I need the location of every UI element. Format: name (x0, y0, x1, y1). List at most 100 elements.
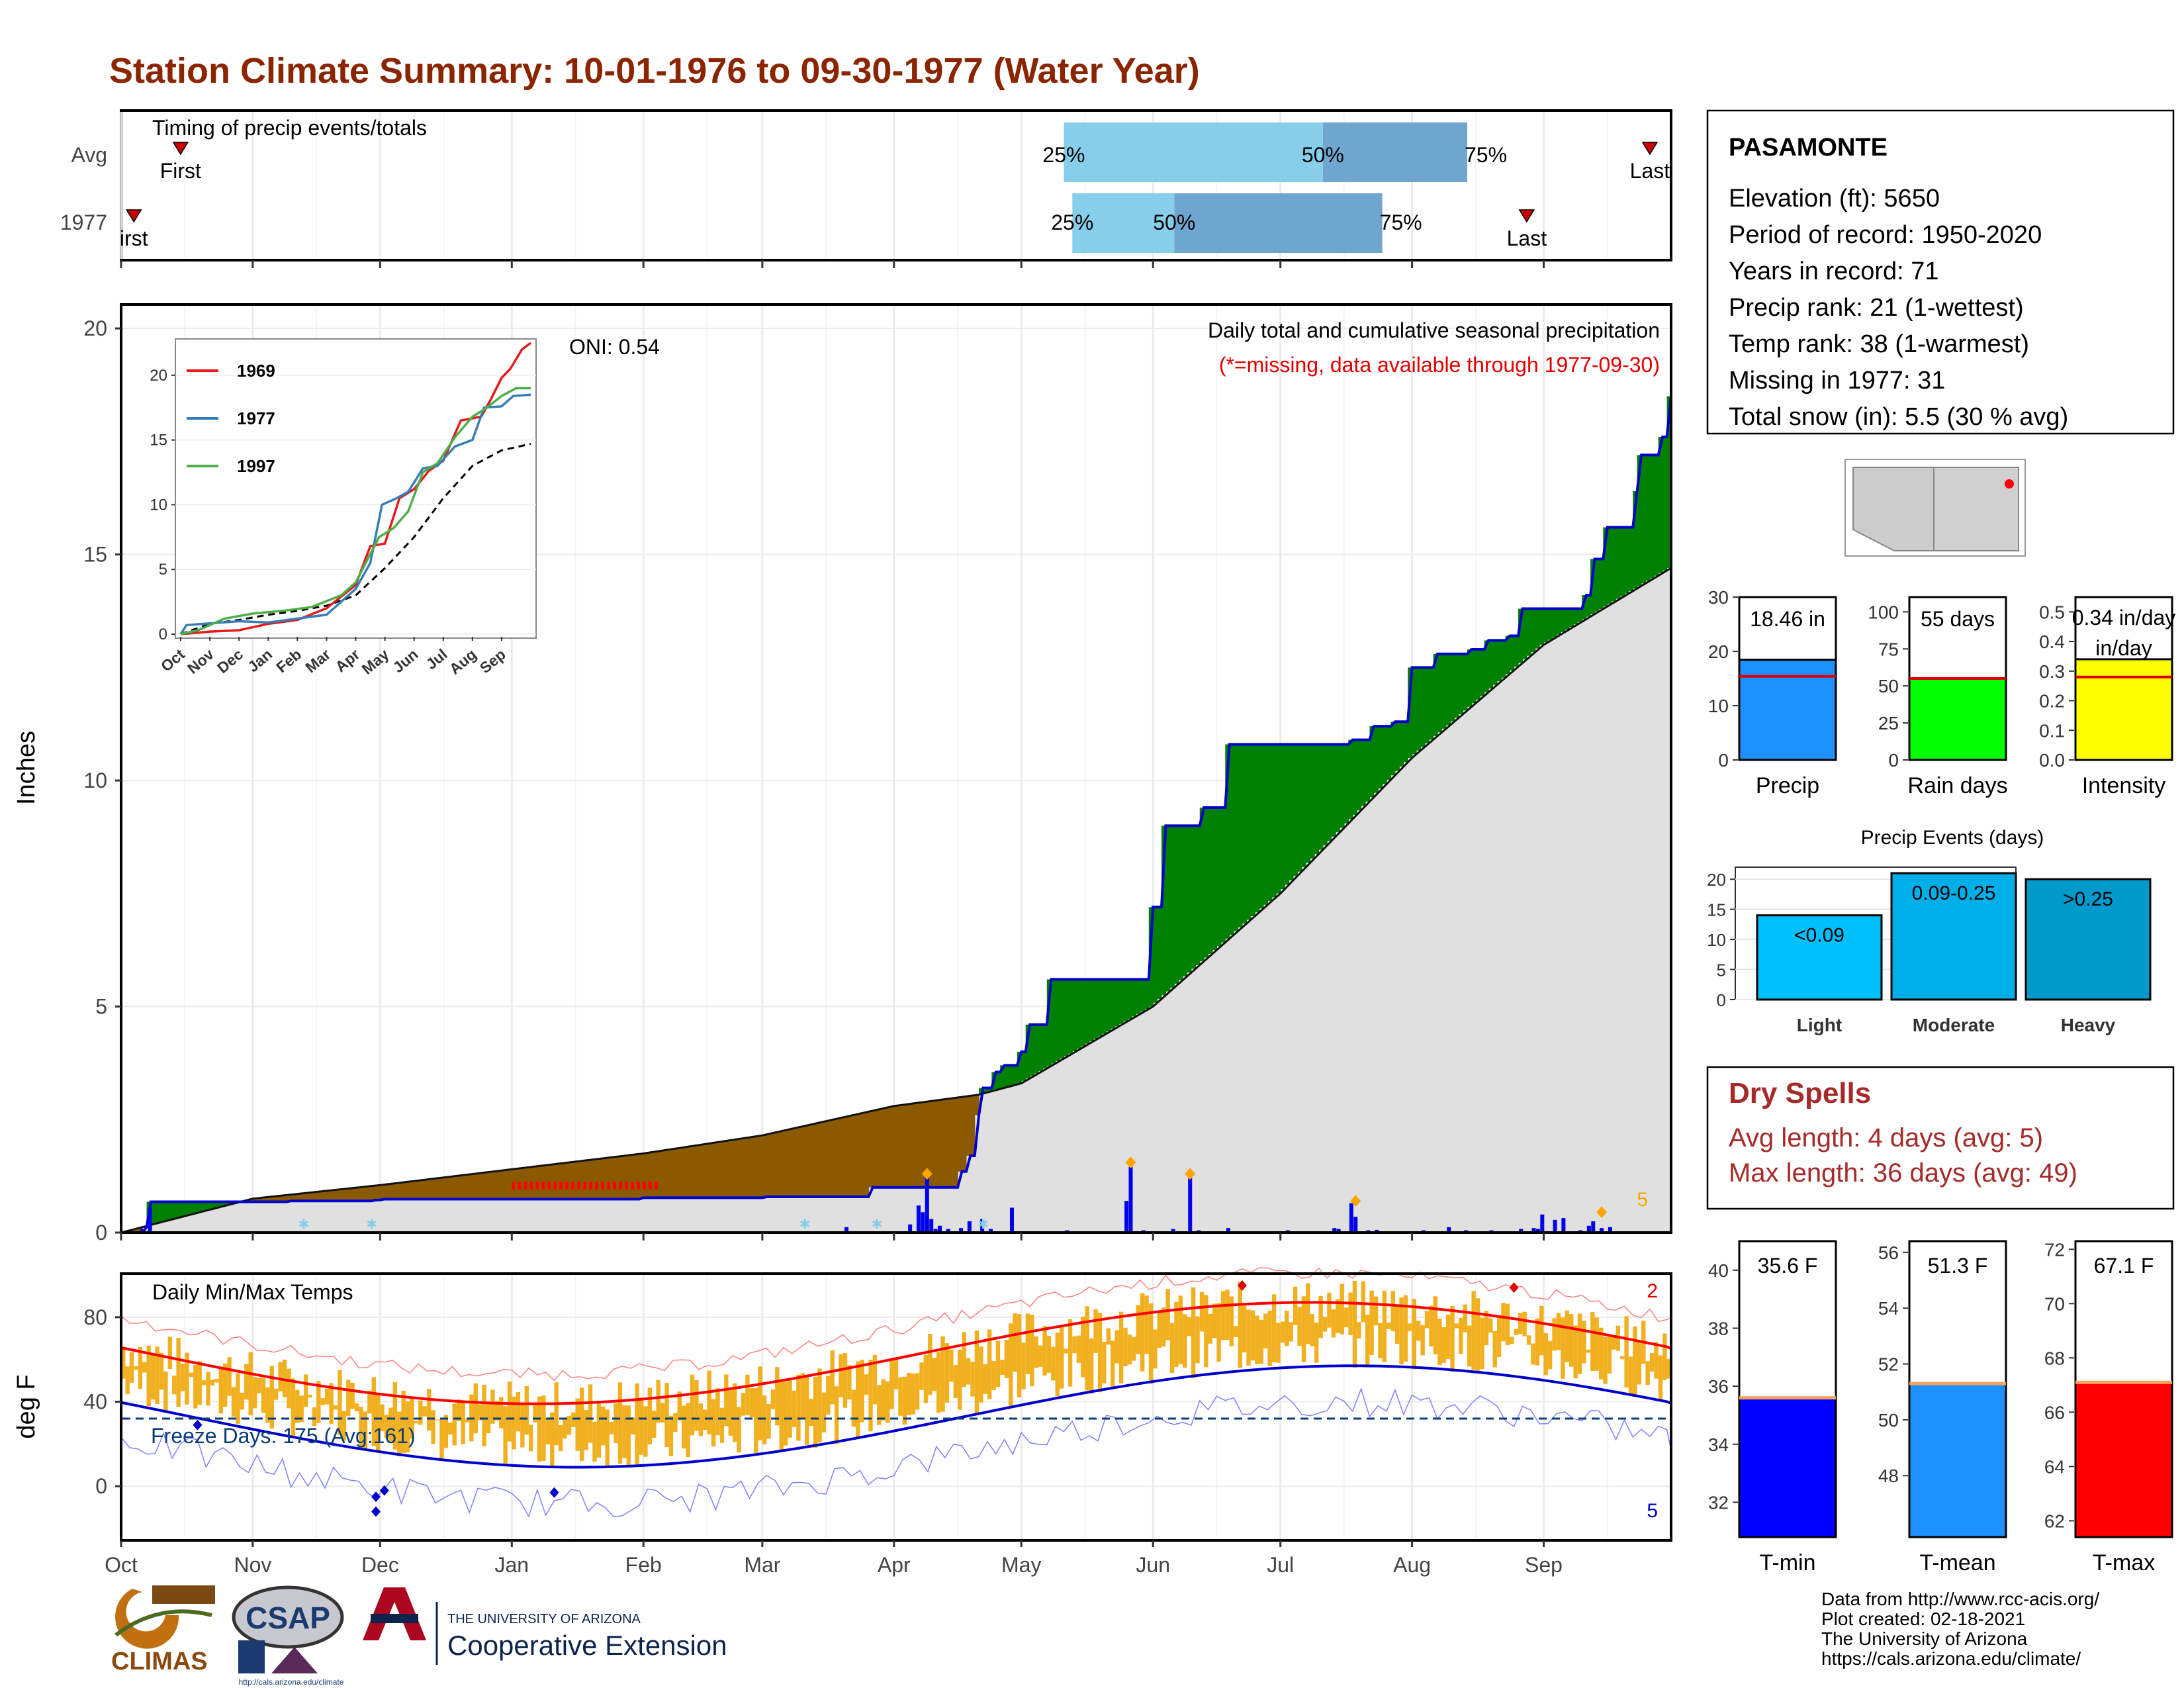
below-normal-area (134, 1228, 139, 1233)
daily-temp-range (617, 1382, 623, 1464)
temp-bar-t-min (1738, 1397, 1837, 1538)
summary-value-label-unit: in/day (2095, 636, 2152, 660)
daily-temp-range (885, 1381, 890, 1423)
below-normal-area (741, 1138, 746, 1198)
below-normal-area (868, 1110, 874, 1188)
precip-panel: ✱ ✱ ✱ ✱ ✱ 0 5 10 15 20 Inches ONI: 0.54 Daily to… (13, 303, 1672, 1244)
daily-temp-range (745, 1374, 750, 1415)
above-normal-area (1229, 744, 1234, 935)
below-normal-area (367, 1186, 373, 1201)
daily-temp-range (1000, 1360, 1005, 1376)
above-normal-area (1111, 979, 1116, 1029)
below-normal-area (732, 1139, 737, 1198)
daily-temp-range (121, 1348, 126, 1379)
below-normal-area (324, 1190, 330, 1201)
daily-temp-range (864, 1374, 869, 1395)
daily-temp-range (1276, 1323, 1281, 1363)
temp-y-tick: 0 (95, 1474, 107, 1498)
above-normal-area (1624, 527, 1629, 594)
above-normal-area (1089, 979, 1094, 1041)
below-normal-area (490, 1171, 496, 1199)
temp-tick: 54 (1878, 1298, 1899, 1319)
above-normal-area (1496, 640, 1502, 682)
above-normal-area (1115, 979, 1120, 1027)
below-normal-area (477, 1172, 482, 1199)
daily-temp-range (380, 1404, 385, 1432)
daily-temp-range (359, 1407, 363, 1449)
above-normal-area (1582, 595, 1587, 620)
event-bar-label: >0.25 (2063, 888, 2113, 910)
daily-precip-bar (1353, 1217, 1358, 1233)
daily-precip-bar (1561, 1218, 1566, 1233)
daily-temp-range (1543, 1333, 1548, 1376)
daily-temp-range (1017, 1314, 1022, 1397)
summary-bar-label: Precip (1756, 773, 1819, 798)
daily-temp-range (1633, 1326, 1637, 1397)
daily-temp-range (227, 1357, 232, 1396)
daily-temp-range (1089, 1338, 1094, 1394)
timing-last-marker (1641, 142, 1659, 156)
above-normal-area (1645, 455, 1651, 581)
missing-data-marker (535, 1181, 539, 1190)
daily-temp-range (1267, 1310, 1272, 1366)
daily-temp-range (749, 1388, 754, 1418)
daily-temp-range (1157, 1311, 1162, 1348)
climas-text: CLIMAS (111, 1648, 208, 1675)
above-normal-area (1038, 1024, 1043, 1071)
below-normal-area (469, 1174, 475, 1199)
temp-tick: 56 (1878, 1243, 1899, 1263)
below-normal-area (499, 1170, 504, 1199)
below-normal-area (320, 1191, 326, 1201)
below-normal-area (711, 1142, 716, 1198)
station-info-line: Missing in 1977: 31 (1729, 367, 1945, 395)
daily-temp-range (1046, 1336, 1052, 1373)
missing-data-marker (613, 1181, 617, 1190)
above-normal-area (206, 1201, 211, 1210)
below-normal-area (907, 1103, 912, 1188)
above-normal-area (1208, 808, 1213, 954)
above-normal-area (1076, 979, 1081, 1049)
below-normal-area (401, 1182, 406, 1199)
daily-temp-range (1021, 1342, 1026, 1389)
daily-precip-bar (925, 1178, 929, 1233)
daily-temp-range (1204, 1295, 1208, 1368)
dry-spells-title: Dry Spells (1729, 1077, 1871, 1109)
daily-temp-range (779, 1379, 784, 1451)
daily-temp-range (422, 1406, 427, 1417)
extreme-event-marker (1350, 1195, 1361, 1207)
below-normal-area (893, 1105, 899, 1188)
below-normal-area (944, 1098, 950, 1188)
daily-temp-range (1195, 1316, 1200, 1364)
station-name: PASAMONTE (1729, 134, 1888, 162)
daily-temp-range (1662, 1333, 1667, 1380)
above-normal-area (1620, 527, 1625, 596)
below-normal-area (265, 1197, 271, 1202)
below-normal-area (282, 1195, 287, 1202)
daily-temp-range (1505, 1303, 1510, 1346)
below-normal-area (465, 1174, 470, 1199)
daily-temp-range (1352, 1280, 1357, 1368)
below-normal-area (316, 1191, 322, 1201)
below-normal-area (809, 1123, 814, 1197)
above-normal-area (1306, 744, 1311, 863)
ua-name: THE UNIVERSITY OF ARIZONA (447, 1612, 641, 1626)
below-normal-area (269, 1196, 275, 1202)
below-normal-area (872, 1109, 878, 1188)
daily-temp-range (728, 1387, 733, 1436)
station-info-line: Total snow (in): 5.5 (30 % avg) (1729, 403, 2068, 431)
daily-temp-range (719, 1407, 725, 1443)
daily-temp-range (324, 1388, 330, 1405)
daily-temp-range (1471, 1291, 1476, 1370)
daily-temp-range (1255, 1315, 1259, 1364)
missing-data-marker (642, 1181, 646, 1190)
actual-cumulative-line (121, 396, 1672, 1234)
above-normal-area (1420, 667, 1426, 747)
daily-temp-range (431, 1410, 435, 1444)
daily-temp-range (1293, 1286, 1298, 1325)
daily-temp-range (647, 1387, 653, 1445)
below-normal-area (962, 1096, 967, 1172)
daily-temp-range (1399, 1297, 1404, 1365)
timing-row-year: 1977 (60, 211, 107, 234)
daily-temp-range (1310, 1314, 1315, 1346)
